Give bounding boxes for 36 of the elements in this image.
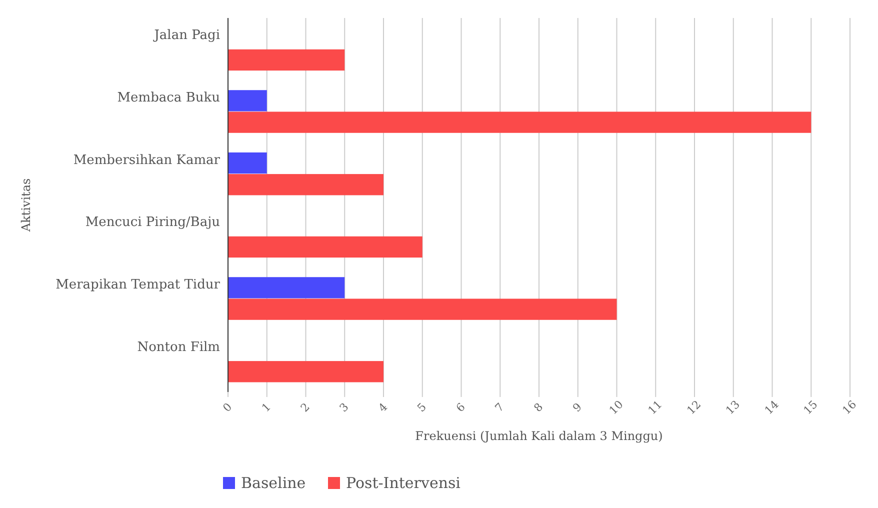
bar [228, 298, 617, 320]
y-tick-label: Membersihkan Kamar [73, 152, 221, 168]
x-tick-label: 7 [492, 400, 507, 415]
bar [228, 236, 422, 258]
x-tick-label: 6 [454, 400, 468, 415]
x-tick-label: 3 [337, 400, 352, 415]
bar [228, 174, 384, 196]
x-tick-label: 0 [220, 400, 235, 415]
x-tick-label: 10 [606, 398, 626, 418]
x-tick-label: 5 [414, 400, 429, 415]
x-tick-label: 8 [531, 400, 546, 415]
x-tick-label: 1 [259, 400, 274, 415]
x-tick-label: 14 [762, 398, 782, 418]
x-tick-label: 13 [723, 398, 742, 418]
y-axis-title: Aktivitas [19, 178, 33, 233]
x-tick-label: 2 [298, 400, 312, 415]
x-tick-label: 12 [684, 398, 704, 418]
legend-label: Baseline [241, 474, 306, 492]
bar [228, 277, 345, 298]
y-tick-label: Mencuci Piring/Baju [85, 215, 220, 230]
legend-label: Post-Intervensi [346, 474, 461, 492]
x-tick-label: 15 [801, 398, 820, 418]
x-tick-label: 16 [840, 398, 860, 418]
bar [228, 361, 384, 382]
y-tick-label: Merapikan Tempat Tidur [56, 278, 221, 292]
y-tick-label: Membaca Buku [117, 90, 220, 106]
x-tick-label: 11 [646, 398, 665, 418]
y-tick-label: Nonton Film [137, 340, 220, 355]
bar [228, 90, 267, 112]
bar [228, 112, 812, 133]
bar [228, 152, 267, 174]
y-tick-label: Jalan Pagi [152, 28, 220, 44]
x-tick-label: 4 [376, 400, 390, 415]
x-tick-label: 9 [570, 400, 584, 415]
x-axis-title: Frekuensi (Jumlah Kali dalam 3 Minggu) [415, 429, 663, 443]
bar [228, 49, 345, 71]
